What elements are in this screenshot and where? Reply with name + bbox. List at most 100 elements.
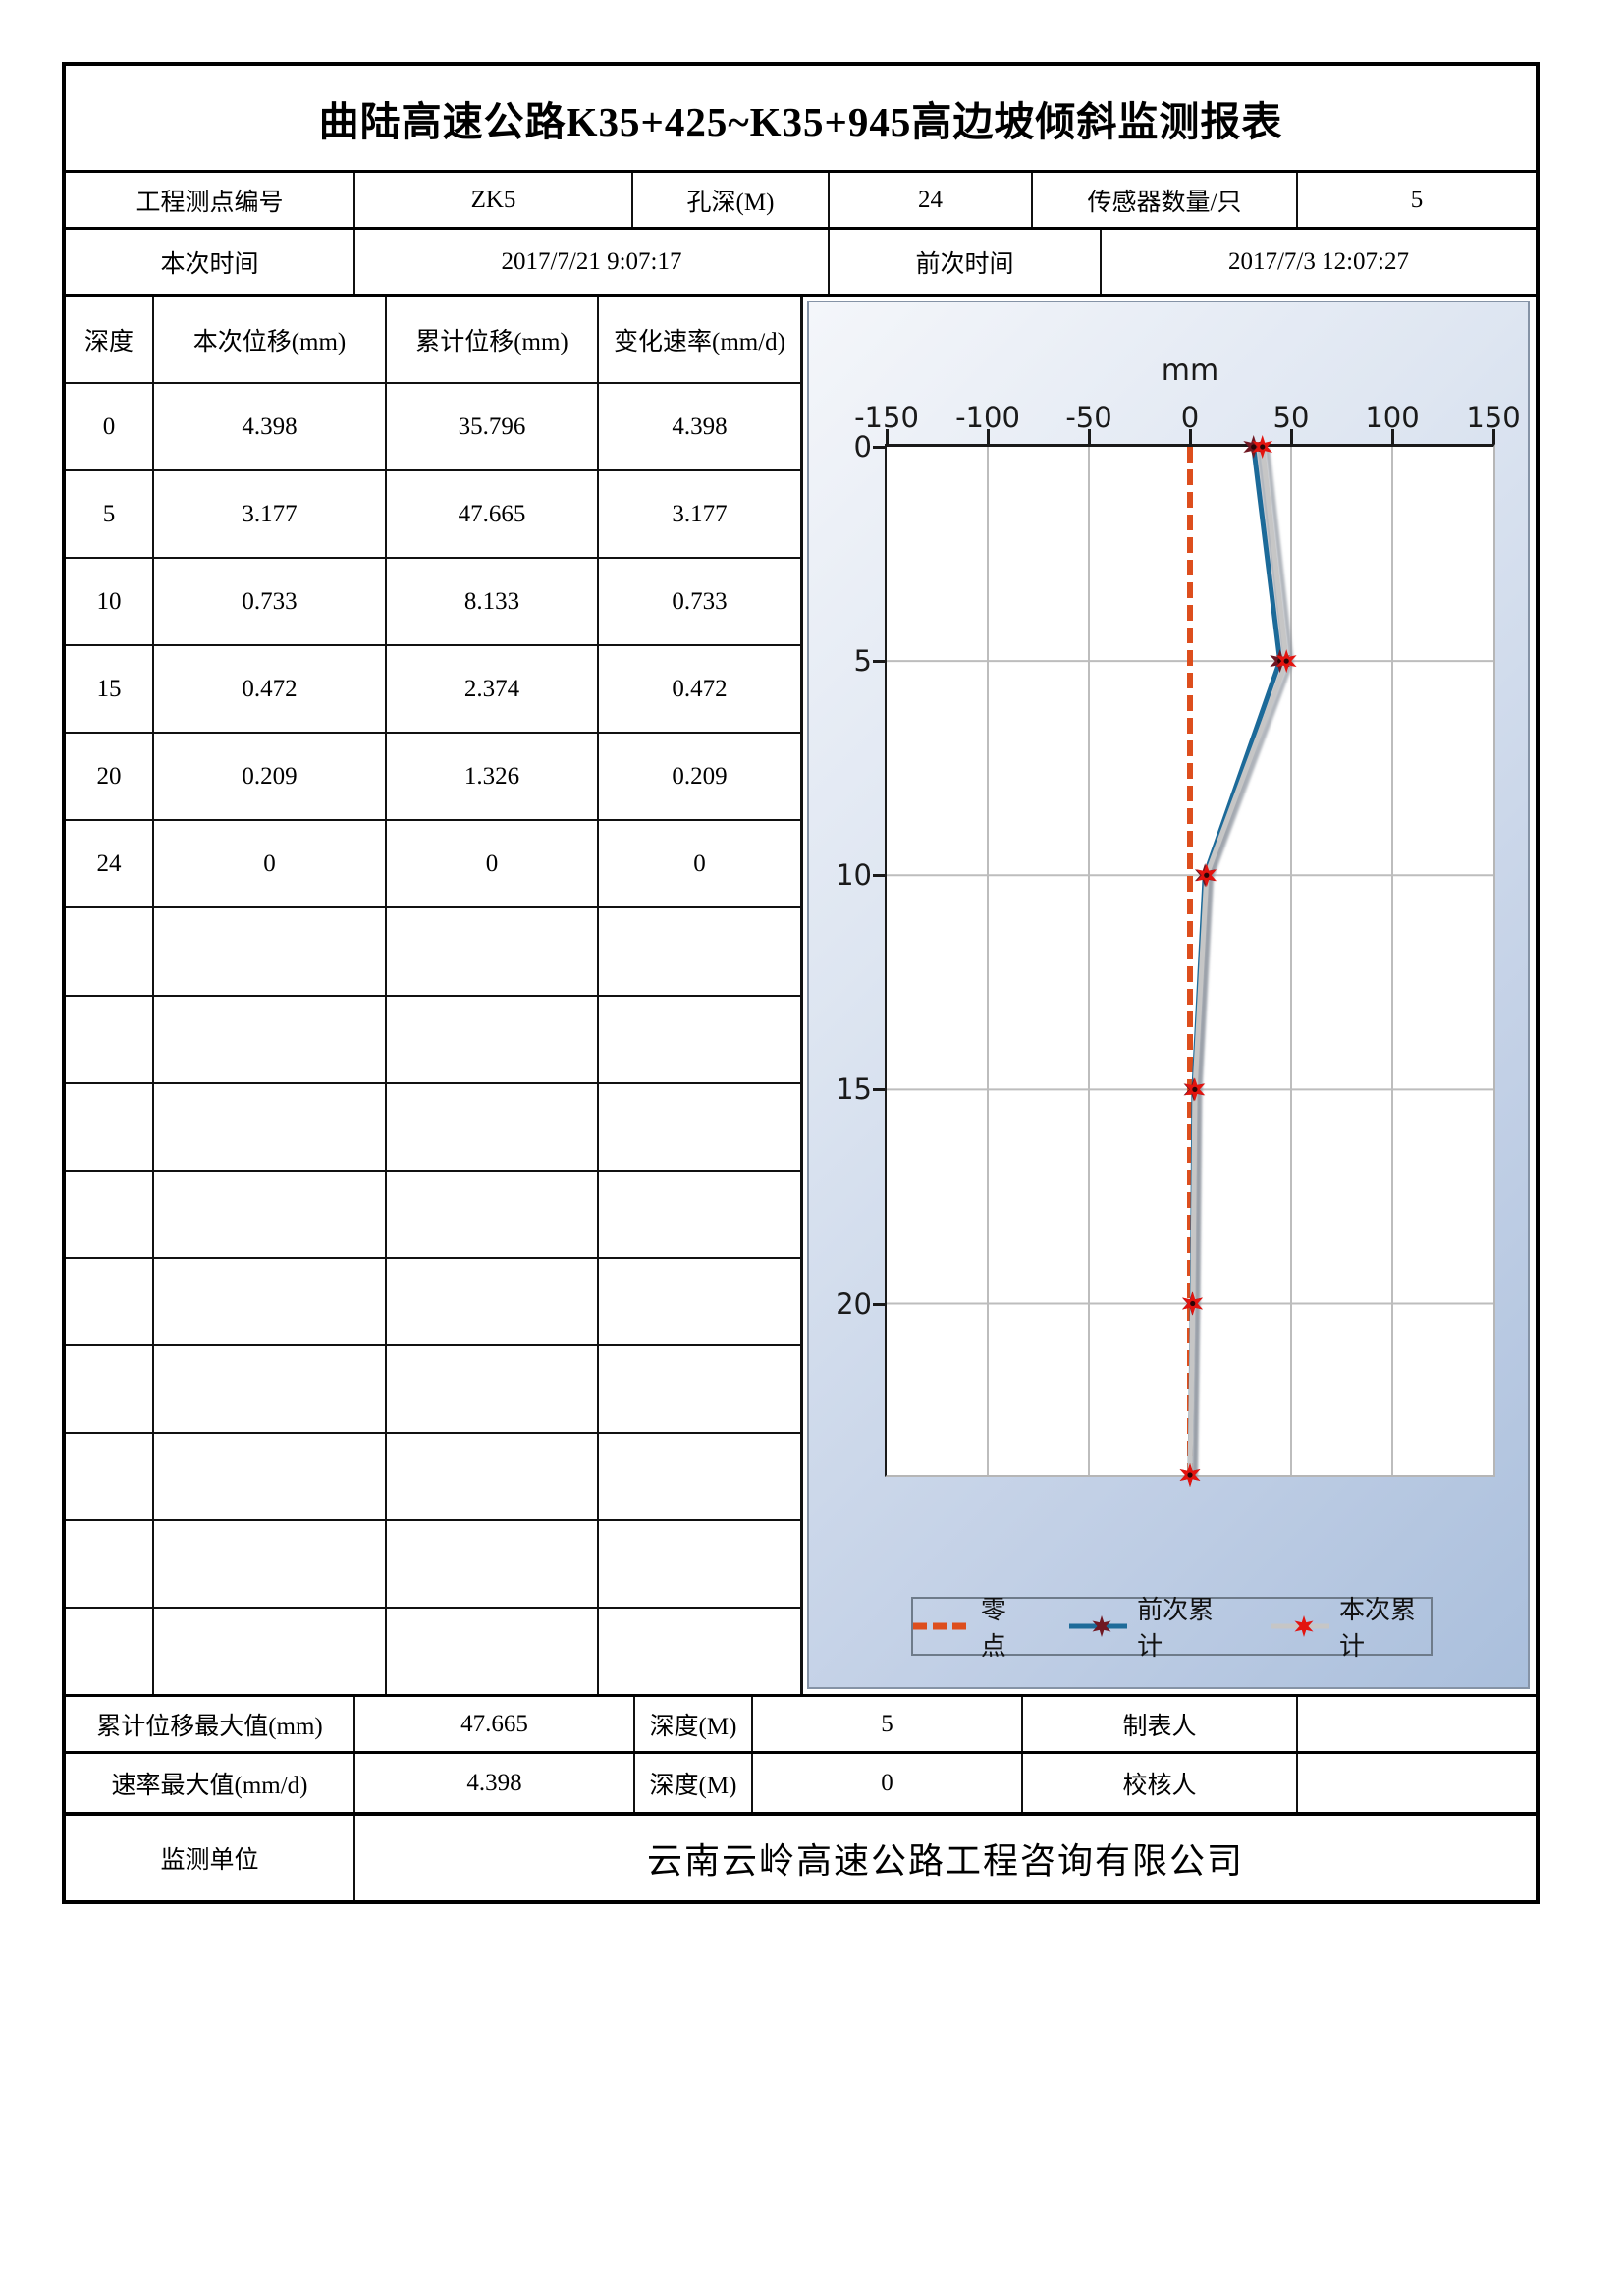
max-rate-depth-label: 深度(M) xyxy=(635,1754,753,1812)
max-cumulative-depth-value: 5 xyxy=(753,1697,1023,1751)
zero-line-swatch-icon xyxy=(913,1622,971,1630)
max-cumulative-depth-label: 深度(M) xyxy=(635,1697,753,1751)
table-cell: 4.398 xyxy=(154,384,387,470)
previous-time-label: 前次时间 xyxy=(830,230,1102,294)
y-axis-tick-mark xyxy=(873,874,885,878)
legend-item-zero-line: 零点 xyxy=(913,1590,1026,1663)
monitoring-report: 曲陆高速公路K35+425~K35+945高边坡倾斜监测报表 工程测点编号 ZK… xyxy=(62,62,1540,1904)
table-cell: 0 xyxy=(693,849,706,877)
y-axis-tick-label: 15 xyxy=(836,1072,872,1107)
legend-item-previous-cumulative: 前次累计 xyxy=(1069,1590,1228,1663)
legend-label: 零点 xyxy=(980,1596,1006,1661)
table-cell xyxy=(387,1345,599,1432)
x-axis-tick-mark xyxy=(1391,429,1394,445)
tabulator-value xyxy=(1298,1697,1536,1751)
series-swatch-icon xyxy=(1069,1615,1128,1637)
monitoring-unit-value: 云南云岭高速公路工程咨询有限公司 xyxy=(646,1841,1244,1881)
report-body: 深度 本次位移(mm) 累计位移(mm) 变化速率(mm/d) 0 4.398 35… xyxy=(66,297,1536,1697)
table-cell: 0 xyxy=(387,821,599,907)
table-cell xyxy=(66,1171,154,1257)
time-row: 本次时间 2017/7/21 9:07:17 前次时间 2017/7/3 12:… xyxy=(66,230,1536,297)
table-cell xyxy=(599,908,800,994)
table-cell: 1.326 xyxy=(387,734,599,820)
table-cell: 3.177 xyxy=(154,471,387,558)
table-cell: 0.733 xyxy=(672,587,728,615)
table-cell xyxy=(154,1433,387,1519)
sensor-count-label: 传感器数量/只 xyxy=(1033,173,1298,227)
x-axis-tick-mark xyxy=(886,429,889,445)
table-cell xyxy=(599,1084,800,1170)
current-time-label: 本次时间 xyxy=(66,230,355,294)
plot-area xyxy=(885,435,1495,1487)
table-empty-row xyxy=(66,908,800,997)
column-header-cumulative-displacement: 累计位移(mm) xyxy=(387,297,599,383)
table-cell xyxy=(387,996,599,1082)
table-data-row: 15 0.472 2.374 0.472 xyxy=(66,646,800,735)
y-axis-tick-mark xyxy=(873,446,885,449)
footer-row-monitoring-unit: 监测单位 云南云岭高速公路工程咨询有限公司 xyxy=(66,1816,1536,1900)
table-cell: 15 xyxy=(66,646,154,733)
y-axis-tick-label: 20 xyxy=(836,1286,872,1321)
table-cell xyxy=(387,1258,599,1344)
x-axis-tick-label: 50 xyxy=(1272,401,1310,434)
legend-item-current-cumulative: 本次累计 xyxy=(1271,1590,1431,1663)
table-cell: 0 xyxy=(66,384,154,470)
column-header-current-displacement: 本次位移(mm) xyxy=(154,297,387,383)
x-axis-tick-mark xyxy=(1088,429,1091,445)
table-header-row: 深度 本次位移(mm) 累计位移(mm) 变化速率(mm/d) xyxy=(66,297,800,385)
point-id-label: 工程测点编号 xyxy=(66,173,355,227)
table-data-row: 10 0.733 8.133 0.733 xyxy=(66,559,800,647)
y-axis-tick-label: 5 xyxy=(853,644,872,679)
table-cell: 35.796 xyxy=(387,384,599,470)
table-cell: 20 xyxy=(66,734,154,820)
point-id-value: ZK5 xyxy=(355,173,633,227)
current-time-value: 2017/7/21 9:07:17 xyxy=(355,230,830,294)
table-data-row: 20 0.209 1.326 0.209 xyxy=(66,734,800,822)
table-cell xyxy=(599,1259,800,1344)
legend-label: 前次累计 xyxy=(1137,1596,1215,1661)
table-empty-row xyxy=(66,1608,800,1694)
footer-row-max-displacement: 累计位移最大值(mm) 47.665 深度(M) 5 制表人 xyxy=(66,1697,1536,1754)
table-empty-row xyxy=(66,1345,800,1434)
y-axis-tick-mark xyxy=(873,660,885,664)
x-axis-tick-mark xyxy=(987,429,990,445)
table-cell: 4.398 xyxy=(672,412,728,440)
x-axis-tick-label: -100 xyxy=(955,401,1020,434)
info-row: 工程测点编号 ZK5 孔深(M) 24 传感器数量/只 5 xyxy=(66,173,1536,230)
table-cell: 8.133 xyxy=(387,559,599,645)
table-data-row: 5 3.177 47.665 3.177 xyxy=(66,471,800,560)
table-cell: 0.733 xyxy=(154,559,387,645)
table-cell xyxy=(154,1520,387,1607)
table-cell xyxy=(154,1083,387,1170)
y-axis-tick-label: 0 xyxy=(853,430,872,464)
x-axis-tick-label: 150 xyxy=(1466,401,1521,434)
plot-svg xyxy=(887,435,1493,1487)
table-cell: 24 xyxy=(66,821,154,907)
table-empty-row xyxy=(66,1083,800,1172)
table-cell xyxy=(154,1345,387,1432)
table-cell xyxy=(154,1171,387,1257)
table-empty-row xyxy=(66,996,800,1084)
y-axis-tick-mark xyxy=(873,1302,885,1306)
table-cell xyxy=(387,1433,599,1519)
report-title: 曲陆高速公路K35+425~K35+945高边坡倾斜监测报表 xyxy=(66,66,1536,173)
table-cell: 3.177 xyxy=(672,500,728,527)
table-cell xyxy=(599,1172,800,1257)
table-cell xyxy=(387,1083,599,1170)
series-swatch-icon xyxy=(1271,1615,1330,1637)
y-axis-tick-mark xyxy=(873,1088,885,1092)
column-header-depth: 深度 xyxy=(66,297,154,383)
chart-legend: 零点 前次累计 本次累计 xyxy=(911,1596,1433,1661)
table-cell: 0 xyxy=(154,821,387,907)
x-axis-tick-label: 0 xyxy=(1180,401,1200,434)
hole-depth-label: 孔深(M) xyxy=(633,173,830,227)
table-cell: 0.472 xyxy=(154,646,387,733)
inclination-chart: mm -150-100-50050100150051015200 零点前次累计本… xyxy=(807,301,1530,1689)
max-rate-label: 速率最大值(mm/d) xyxy=(66,1754,355,1812)
table-cell xyxy=(599,1434,800,1519)
table-empty-row xyxy=(66,1258,800,1346)
table-empty-row xyxy=(66,1171,800,1259)
chart-axis-unit-title: mm xyxy=(1161,354,1219,388)
table-cell xyxy=(599,1609,800,1694)
table-cell xyxy=(66,1433,154,1519)
